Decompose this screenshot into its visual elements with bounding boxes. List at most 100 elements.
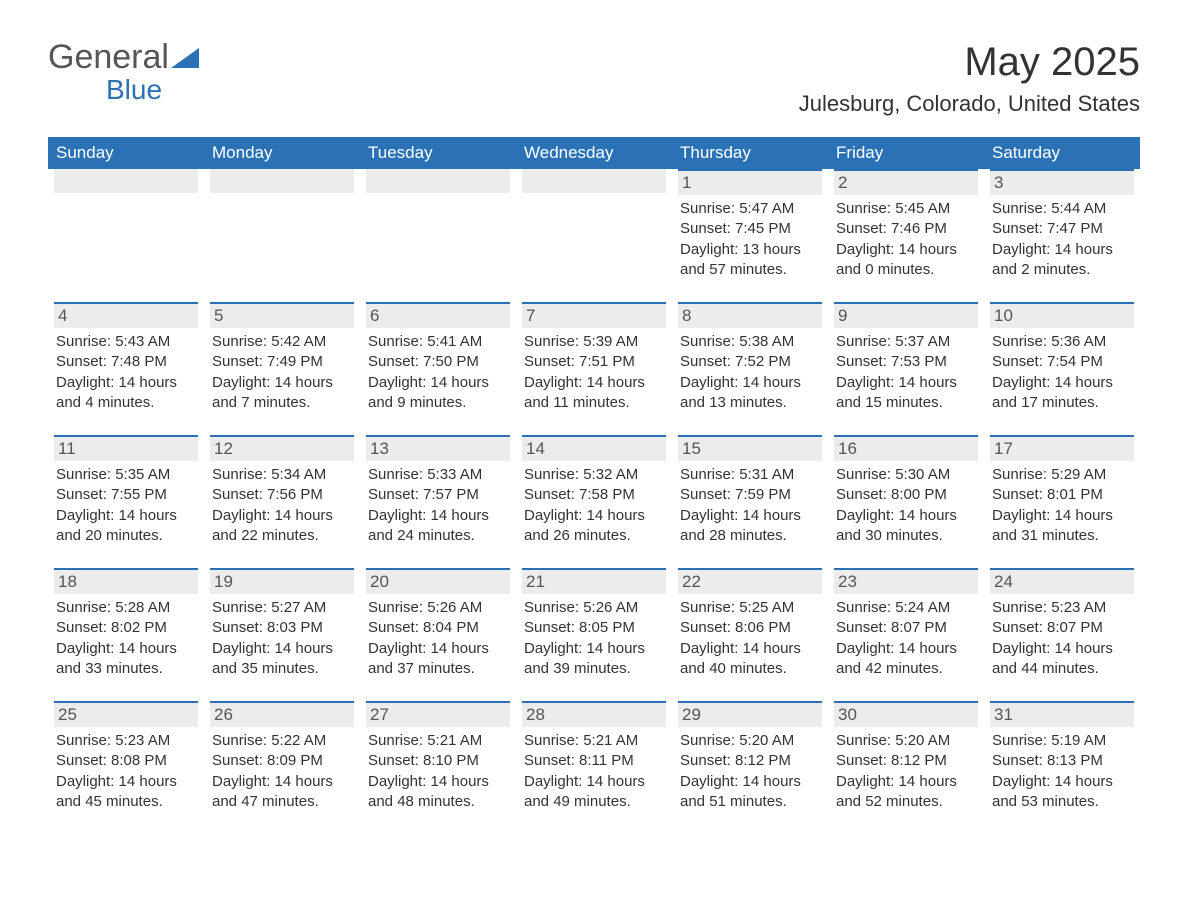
day-number: 8 (678, 302, 822, 328)
day-body: Sunrise: 5:32 AMSunset: 7:58 PMDaylight:… (522, 465, 666, 546)
day-body: Sunrise: 5:23 AMSunset: 8:07 PMDaylight:… (990, 598, 1134, 679)
day-body: Sunrise: 5:38 AMSunset: 7:52 PMDaylight:… (678, 332, 822, 413)
day-cell: 27 Sunrise: 5:21 AMSunset: 8:10 PMDayligh… (360, 701, 516, 834)
sunrise-text: Sunrise: 5:21 AM (524, 731, 664, 751)
sunset-text: Sunset: 8:13 PM (992, 751, 1132, 771)
day-body: Sunrise: 5:28 AMSunset: 8:02 PMDaylight:… (54, 598, 198, 679)
sunset-text: Sunset: 7:57 PM (368, 485, 508, 505)
day-body: Sunrise: 5:43 AMSunset: 7:48 PMDaylight:… (54, 332, 198, 413)
day-body: Sunrise: 5:29 AMSunset: 8:01 PMDaylight:… (990, 465, 1134, 546)
dow-thu: Thursday (672, 137, 828, 169)
day-body: Sunrise: 5:21 AMSunset: 8:11 PMDaylight:… (522, 731, 666, 812)
daylight-text: Daylight: 14 hours and 33 minutes. (56, 639, 196, 680)
sunset-text: Sunset: 8:02 PM (56, 618, 196, 638)
dow-sun: Sunday (48, 137, 204, 169)
daylight-text: Daylight: 14 hours and 31 minutes. (992, 506, 1132, 547)
sunset-text: Sunset: 8:11 PM (524, 751, 664, 771)
day-cell: 5 Sunrise: 5:42 AMSunset: 7:49 PMDaylight… (204, 302, 360, 435)
sunset-text: Sunset: 8:08 PM (56, 751, 196, 771)
day-cell: 2 Sunrise: 5:45 AMSunset: 7:46 PMDaylight… (828, 169, 984, 302)
sunset-text: Sunset: 8:01 PM (992, 485, 1132, 505)
day-number: 24 (990, 568, 1134, 594)
sunset-text: Sunset: 7:46 PM (836, 219, 976, 239)
day-number: 20 (366, 568, 510, 594)
dow-tue: Tuesday (360, 137, 516, 169)
daylight-text: Daylight: 14 hours and 20 minutes. (56, 506, 196, 547)
sunrise-text: Sunrise: 5:36 AM (992, 332, 1132, 352)
day-number: 31 (990, 701, 1134, 727)
daylight-text: Daylight: 14 hours and 53 minutes. (992, 772, 1132, 813)
day-number: 7 (522, 302, 666, 328)
day-cell: 23Sunrise: 5:24 AMSunset: 8:07 PMDayligh… (828, 568, 984, 701)
daylight-text: Daylight: 14 hours and 49 minutes. (524, 772, 664, 813)
day-body: Sunrise: 5:45 AMSunset: 7:46 PMDaylight:… (834, 199, 978, 280)
daylight-text: Daylight: 14 hours and 17 minutes. (992, 373, 1132, 414)
day-cell (360, 169, 516, 302)
sunrise-text: Sunrise: 5:24 AM (836, 598, 976, 618)
day-number: 27 (366, 701, 510, 727)
sunset-text: Sunset: 7:45 PM (680, 219, 820, 239)
day-cell: 9Sunrise: 5:37 AMSunset: 7:53 PMDaylight… (828, 302, 984, 435)
sunset-text: Sunset: 8:07 PM (836, 618, 976, 638)
day-body: Sunrise: 5:26 AMSunset: 8:04 PMDaylight:… (366, 598, 510, 679)
day-number: 5 (210, 302, 354, 328)
daylight-text: Daylight: 14 hours and 26 minutes. (524, 506, 664, 547)
day-cell: 18 Sunrise: 5:28 AMSunset: 8:02 PMDayligh… (48, 568, 204, 701)
day-number: 13 (366, 435, 510, 461)
daylight-text: Daylight: 14 hours and 44 minutes. (992, 639, 1132, 680)
sunrise-text: Sunrise: 5:38 AM (680, 332, 820, 352)
week-row: 25Sunrise: 5:23 AMSunset: 8:08 PMDayligh… (48, 701, 1140, 834)
day-number: 18 (54, 568, 198, 594)
sunrise-text: Sunrise: 5:33 AM (368, 465, 508, 485)
empty-strip (366, 169, 510, 193)
day-number: 19 (210, 568, 354, 594)
logo: General Blue (48, 40, 201, 106)
day-number: 29 (678, 701, 822, 727)
day-body: Sunrise: 5:25 AMSunset: 8:06 PMDaylight:… (678, 598, 822, 679)
sunset-text: Sunset: 8:00 PM (836, 485, 976, 505)
sunrise-text: Sunrise: 5:27 AM (212, 598, 352, 618)
day-body: Sunrise: 5:42 AMSunset: 7:49 PMDaylight:… (210, 332, 354, 413)
day-body: Sunrise: 5:41 AMSunset: 7:50 PMDaylight:… (366, 332, 510, 413)
day-body: Sunrise: 5:44 AMSunset: 7:47 PMDaylight:… (990, 199, 1134, 280)
day-body: Sunrise: 5:23 AMSunset: 8:08 PMDaylight:… (54, 731, 198, 812)
sunrise-text: Sunrise: 5:29 AM (992, 465, 1132, 485)
daylight-text: Daylight: 14 hours and 37 minutes. (368, 639, 508, 680)
sunset-text: Sunset: 8:03 PM (212, 618, 352, 638)
day-cell: 28 Sunrise: 5:21 AMSunset: 8:11 PMDayligh… (516, 701, 672, 834)
day-cell: 6Sunrise: 5:41 AMSunset: 7:50 PMDaylight… (360, 302, 516, 435)
sunset-text: Sunset: 8:10 PM (368, 751, 508, 771)
daylight-text: Daylight: 14 hours and 47 minutes. (212, 772, 352, 813)
calendar-table: Sunday Monday Tuesday Wednesday Thursday… (48, 137, 1140, 834)
day-cell: 11Sunrise: 5:35 AMSunset: 7:55 PMDayligh… (48, 435, 204, 568)
day-cell: 12Sunrise: 5:34 AMSunset: 7:56 PMDayligh… (204, 435, 360, 568)
day-number: 2 (834, 169, 978, 195)
daylight-text: Daylight: 14 hours and 2 minutes. (992, 240, 1132, 281)
dow-sat: Saturday (984, 137, 1140, 169)
empty-strip (522, 169, 666, 193)
sunset-text: Sunset: 8:07 PM (992, 618, 1132, 638)
sunrise-text: Sunrise: 5:20 AM (836, 731, 976, 751)
day-number: 1 (678, 169, 822, 195)
sunrise-text: Sunrise: 5:25 AM (680, 598, 820, 618)
dow-fri: Friday (828, 137, 984, 169)
day-cell: 15Sunrise: 5:31 AMSunset: 7:59 PMDayligh… (672, 435, 828, 568)
sunrise-text: Sunrise: 5:22 AM (212, 731, 352, 751)
sunrise-text: Sunrise: 5:31 AM (680, 465, 820, 485)
day-number: 9 (834, 302, 978, 328)
sunrise-text: Sunrise: 5:26 AM (368, 598, 508, 618)
month-title: May 2025 (799, 40, 1140, 85)
sunset-text: Sunset: 7:49 PM (212, 352, 352, 372)
sunrise-text: Sunrise: 5:44 AM (992, 199, 1132, 219)
day-number: 28 (522, 701, 666, 727)
day-body: Sunrise: 5:47 AMSunset: 7:45 PMDaylight:… (678, 199, 822, 280)
day-body: Sunrise: 5:20 AMSunset: 8:12 PMDaylight:… (678, 731, 822, 812)
sunrise-text: Sunrise: 5:23 AM (992, 598, 1132, 618)
day-cell: 29 Sunrise: 5:20 AMSunset: 8:12 PMDayligh… (672, 701, 828, 834)
empty-strip (54, 169, 198, 193)
day-body: Sunrise: 5:21 AMSunset: 8:10 PMDaylight:… (366, 731, 510, 812)
daylight-text: Daylight: 14 hours and 52 minutes. (836, 772, 976, 813)
daylight-text: Daylight: 14 hours and 24 minutes. (368, 506, 508, 547)
sunset-text: Sunset: 7:50 PM (368, 352, 508, 372)
daylight-text: Daylight: 14 hours and 40 minutes. (680, 639, 820, 680)
